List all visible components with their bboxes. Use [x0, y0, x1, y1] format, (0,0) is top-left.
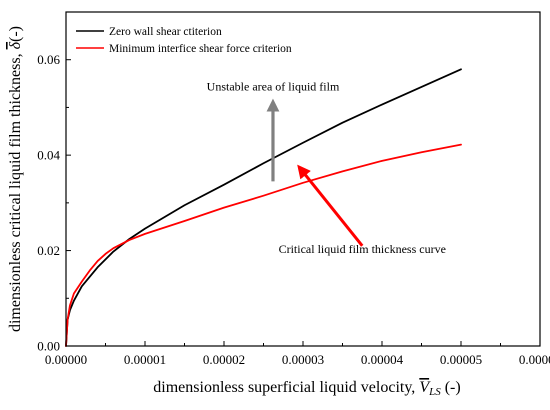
y-axis-title-unit: (-): [7, 26, 24, 42]
series-line-0: [65, 68, 462, 347]
unstable-area-label: Unstable area of liquid film: [207, 80, 340, 94]
y-tick-label: 0.02: [37, 243, 60, 258]
y-axis-ticks: 0.00 0.02 0.04 0.06: [37, 52, 71, 354]
y-axis-title-main: dimensionless critical liquid film thick…: [7, 49, 24, 332]
x-tick-label: 0.00002: [203, 352, 245, 367]
legend-label-zero-wall-shear: Zero wall shear ctiterion: [109, 26, 222, 38]
x-axis-title-symbol: V: [419, 379, 431, 396]
x-axis-ticks: 0.00000 0.00001 0.00002 0.00003 0.00004 0.000…: [45, 341, 550, 367]
x-axis-title-subscript: LS: [428, 386, 441, 398]
series-layer: [65, 68, 462, 347]
x-tick-label: 0.00005: [440, 352, 482, 367]
legend: Zero wall shear ctiterion Minimum interf…: [76, 26, 292, 55]
x-axis-title-main: dimensionless superficial liquid velocit…: [153, 379, 419, 396]
critical-curve-label: Critical liquid film thickness curve: [279, 242, 446, 256]
legend-label-minimum-interface-shear: Minimum interfice shear force criterion: [109, 43, 292, 55]
annotations: Unstable area of liquid film Critical li…: [207, 80, 446, 256]
x-tick-label: 0.00004: [361, 352, 404, 367]
y-tick-label: 0.06: [37, 52, 60, 67]
y-axis-title-symbol: δ: [7, 41, 24, 49]
x-axis-title: dimensionless superficial liquid velocit…: [153, 379, 460, 398]
x-tick-label: 0.00003: [282, 352, 324, 367]
plot-frame: [65, 11, 541, 347]
x-tick-label: 0.00006: [519, 352, 550, 367]
critical-curve-arrow: [297, 164, 364, 247]
y-axis-title: dimensionless critical liquid film thick…: [7, 26, 24, 332]
series-line-1: [65, 143, 462, 347]
y-tick-label: 0.04: [37, 148, 60, 163]
x-tick-label: 0.00001: [124, 352, 166, 367]
y-tick-label: 0.00: [37, 339, 60, 354]
x-axis-title-unit: (-): [441, 379, 461, 396]
x-tick-label: 0.00000: [45, 352, 87, 367]
